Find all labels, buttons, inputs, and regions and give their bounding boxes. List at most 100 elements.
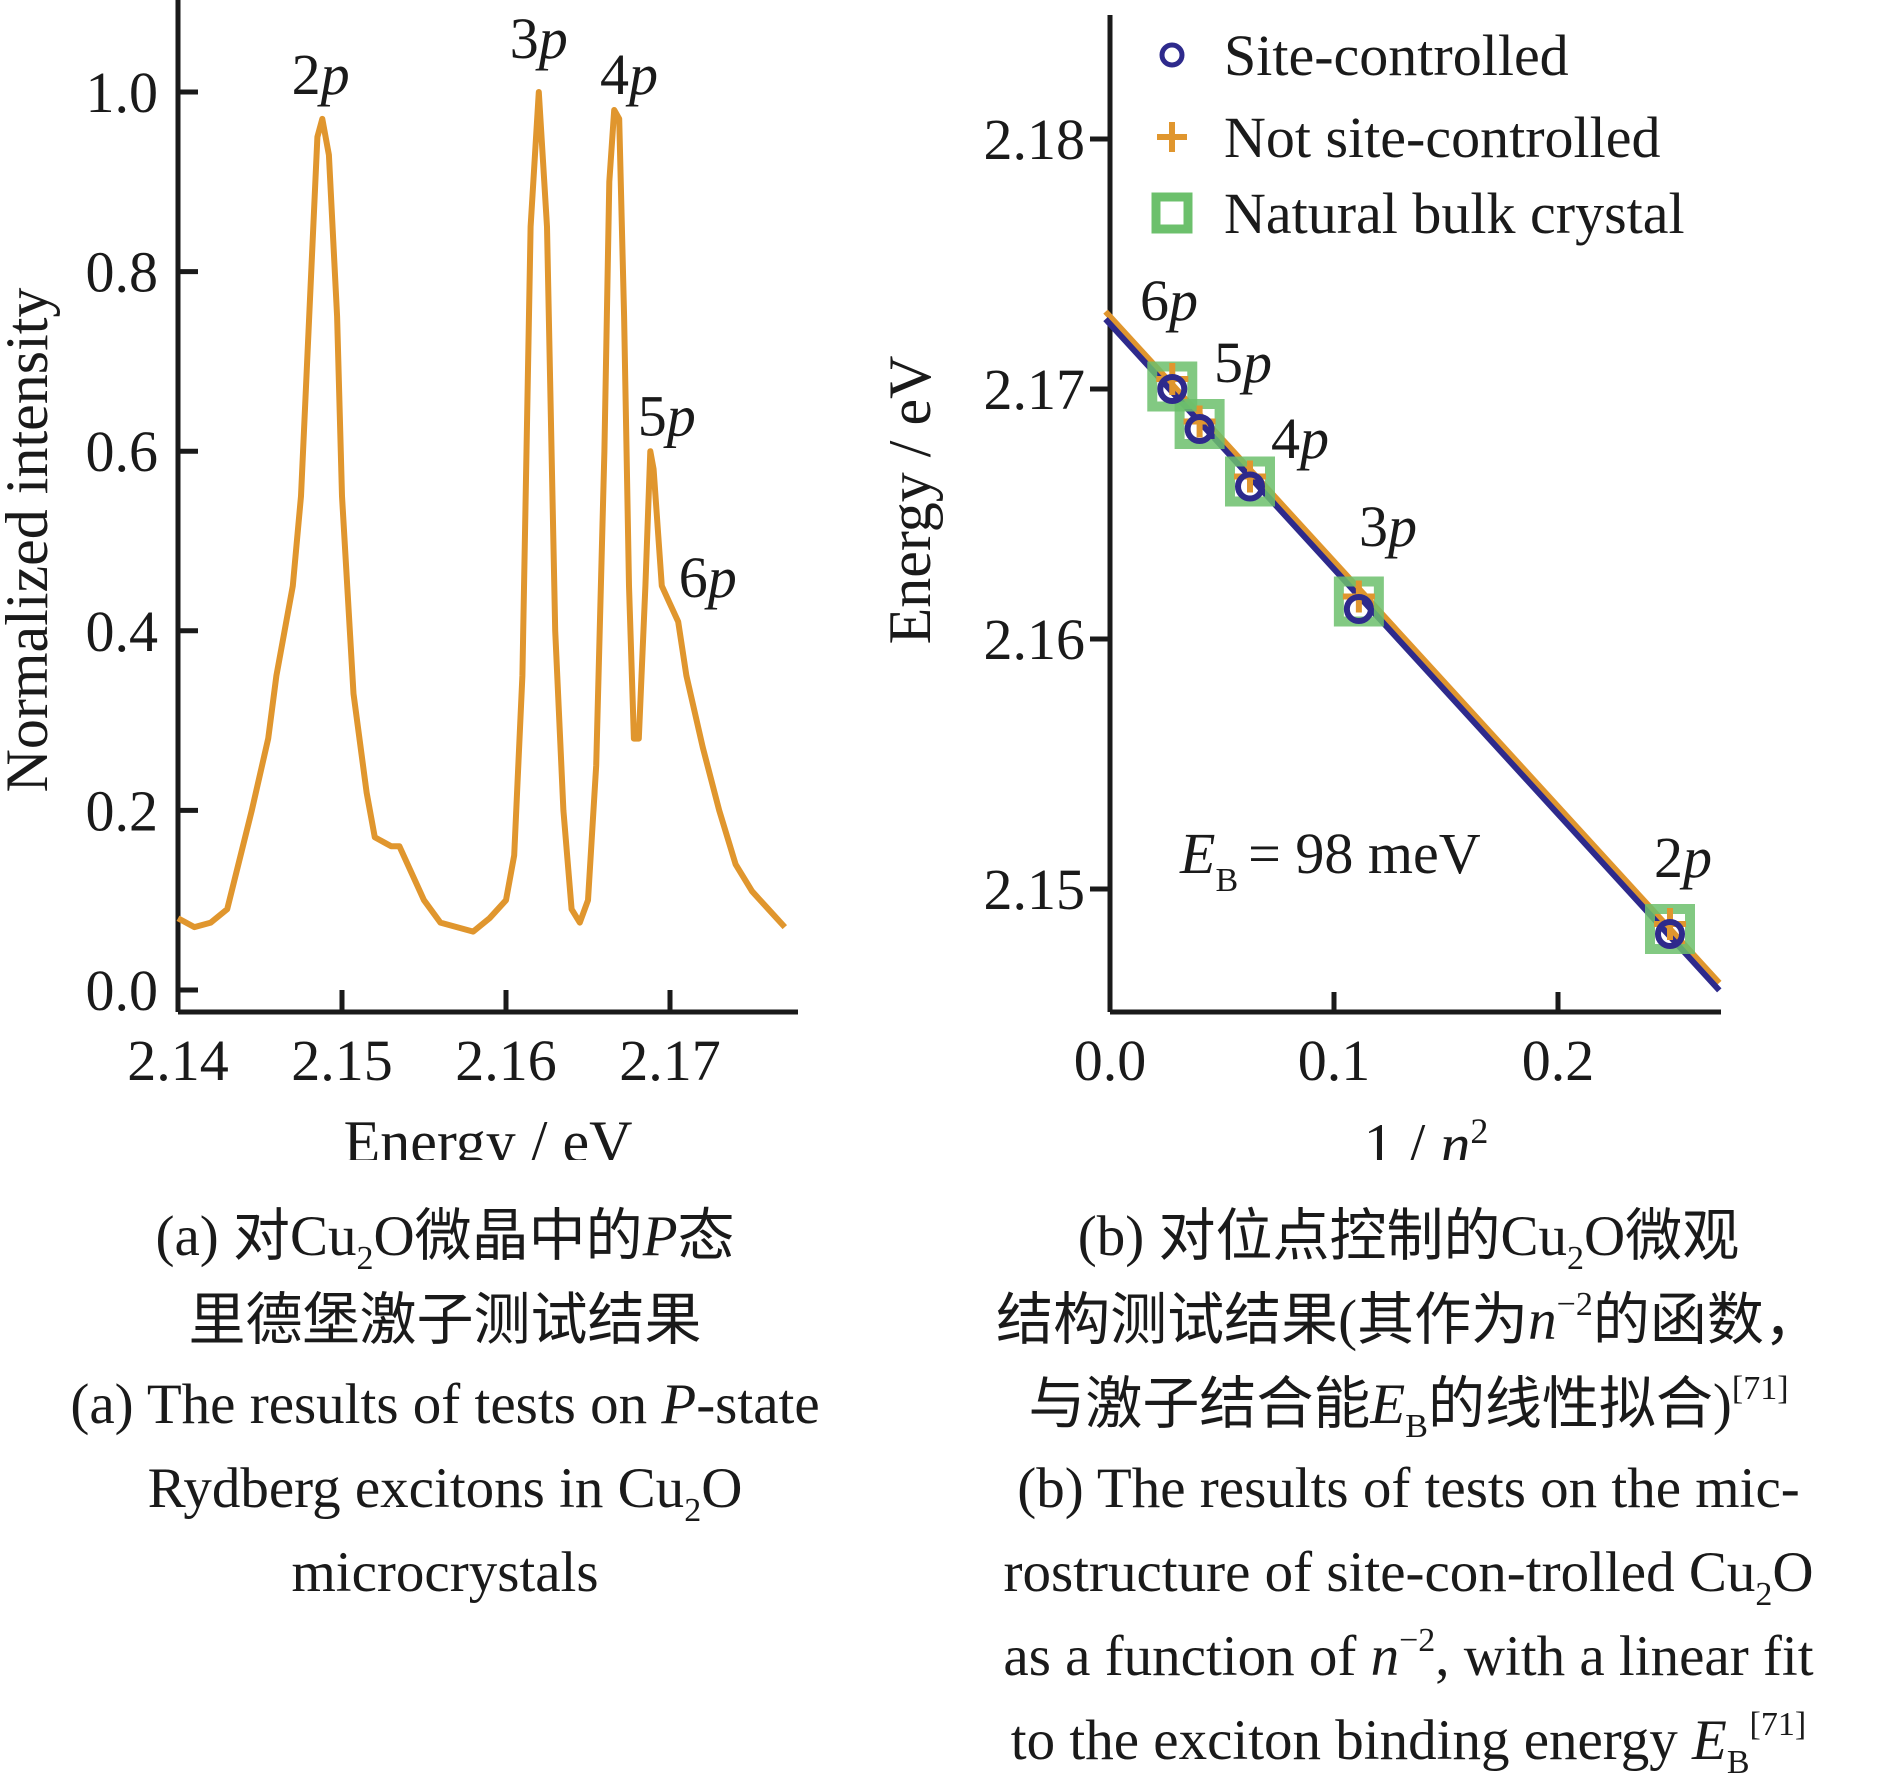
point-label-number: 5 [1214, 330, 1243, 395]
caption-line: to the exciton binding energy EB[71] [930, 1700, 1887, 1784]
caption-line: (a) 对Cu2O微晶中的P态 [0, 1196, 890, 1280]
x-tick-label: 0.1 [1298, 1028, 1371, 1093]
peak-label: 4p [600, 42, 658, 107]
point-label-p: p [1679, 825, 1712, 890]
peak-label-p: p [317, 42, 350, 107]
y-tick-label: 2.17 [984, 357, 1086, 422]
y-tick-label: 0.2 [86, 778, 159, 843]
caption-line: (b) The results of tests on the mic- [930, 1448, 1887, 1532]
x-tick-label: 2.17 [619, 1028, 721, 1093]
caption-text: , with a linear fit [1435, 1625, 1814, 1688]
x-axis-label-n: n [1440, 1112, 1470, 1160]
caption-text: n [1528, 1289, 1557, 1352]
caption-text: P [661, 1373, 697, 1436]
caption-text: O微晶中的 [373, 1205, 643, 1268]
caption-text: B [1726, 1744, 1750, 1781]
caption-text: [71] [1731, 1370, 1789, 1407]
binding-energy-annotation: EB = 98 meV [1179, 821, 1481, 899]
point-label-p: p [1165, 268, 1198, 333]
caption-text: 的函数， [1592, 1289, 1821, 1352]
peak-label: 5p [638, 383, 696, 448]
peak-label: 6p [679, 545, 737, 610]
caption-text: n [1370, 1625, 1400, 1688]
caption-text: O [701, 1457, 743, 1520]
caption-text: 2 [356, 1240, 374, 1277]
caption-line: as a function of n−2, with a linear fit [930, 1616, 1887, 1700]
peak-label: 2p [292, 42, 350, 107]
point-label: 2p [1654, 825, 1712, 890]
point-label: 6p [1140, 268, 1198, 333]
eb-subscript: B [1215, 862, 1238, 899]
x-axis-label-prefix: 1 / [1364, 1112, 1441, 1160]
point-label-number: 4 [1271, 406, 1300, 471]
eb-value: = 98 meV [1248, 821, 1481, 886]
caption-line: (b) 对位点控制的Cu2O微观 [930, 1196, 1887, 1280]
legend-label: Natural bulk crystal [1224, 181, 1685, 246]
caption-text: rostructure of site-con-trolled Cu [1003, 1541, 1756, 1604]
peak-label-p: p [625, 42, 658, 107]
caption-text: E [1370, 1373, 1406, 1436]
point-label-number: 2 [1654, 825, 1683, 890]
marker-circle [1235, 471, 1265, 502]
peak-label-number: 5 [638, 383, 667, 448]
x-tick-label: 2.16 [455, 1028, 557, 1093]
legend-marker-plus [1157, 122, 1187, 152]
y-axis-label: Normalized intensity [0, 288, 60, 793]
point-label-p: p [1384, 494, 1417, 559]
x-tick-label: 2.14 [127, 1028, 229, 1093]
caption-text: 2 [1755, 1576, 1773, 1613]
peak-label-p: p [663, 383, 696, 448]
y-tick-label: 0.6 [86, 419, 159, 484]
point-label: 5p [1214, 330, 1272, 395]
y-tick-label: 2.15 [984, 857, 1086, 922]
caption-text: −2 [1399, 1622, 1436, 1659]
x-axis-label: 1 / n2 [1364, 1111, 1489, 1160]
peak-label-number: 3 [510, 6, 539, 71]
figure: 0.0 0.2 0.4 0.6 0.8 1.0 2.14 2.15 2.16 2.17 Energy… [0, 0, 1722, 1160]
y-tick-label: 0.4 [86, 599, 159, 664]
peak-label-number: 2 [292, 42, 321, 107]
y-tick-label: 0.0 [86, 958, 159, 1023]
caption-text: 2 [1567, 1240, 1585, 1277]
caption-text: O微观 [1584, 1205, 1740, 1268]
caption-text: 2 [684, 1492, 702, 1529]
caption-b: (b) 对位点控制的Cu2O微观 结构测试结果(其作为n−2的函数， 与激子结合能E… [930, 1196, 1887, 1784]
legend-label: Not site-controlled [1224, 105, 1661, 170]
caption-text: Rydberg excitons in Cu [147, 1457, 685, 1520]
y-tick-label: 0.8 [86, 240, 159, 305]
x-axis-label-sup: 2 [1470, 1111, 1488, 1151]
legend-marker-square [1151, 192, 1193, 234]
marker-circle [1343, 594, 1374, 624]
caption-text: (b) 对位点控制的Cu [1077, 1205, 1568, 1268]
caption-text: −2 [1556, 1286, 1593, 1323]
x-tick-label: 0.0 [1074, 1028, 1147, 1093]
caption-text: E [1692, 1709, 1727, 1772]
caption-text: microcrystals [291, 1541, 599, 1604]
legend-marker-circle [1159, 42, 1185, 68]
y-axis-label: Energy / eV [877, 356, 943, 645]
caption-text: [71] [1749, 1706, 1807, 1743]
point-label-p: p [1296, 406, 1329, 471]
panel-a-spectrum: 0.0 0.2 0.4 0.6 0.8 1.0 2.14 2.15 2.16 2.17 Energy… [0, 0, 798, 1160]
eb-symbol: E [1179, 821, 1215, 886]
caption-a: (a) 对Cu2O微晶中的P态 里德堡激子测试结果 (a) The results … [0, 1196, 890, 1616]
fit-line [1103, 317, 1722, 993]
x-tick-label: 2.15 [291, 1028, 393, 1093]
caption-text: P [642, 1205, 678, 1268]
peak-label-number: 4 [600, 42, 629, 107]
caption-text: -state [696, 1373, 820, 1436]
caption-text: O [1772, 1541, 1814, 1604]
peak-label-p: p [704, 545, 737, 610]
peak-label-number: 6 [679, 545, 708, 610]
caption-line: 结构测试结果(其作为n−2的函数， [930, 1280, 1887, 1364]
y-tick-label: 2.16 [984, 607, 1086, 672]
caption-text: 结构测试结果(其作为 [996, 1289, 1529, 1352]
point-label: 4p [1271, 406, 1329, 471]
point-label-number: 6 [1140, 268, 1169, 333]
point-label: 3p [1359, 494, 1417, 559]
point-label-p: p [1239, 330, 1272, 395]
y-tick-label: 1.0 [86, 60, 159, 125]
caption-text: 态 [677, 1205, 735, 1268]
caption-text: B [1405, 1408, 1428, 1445]
